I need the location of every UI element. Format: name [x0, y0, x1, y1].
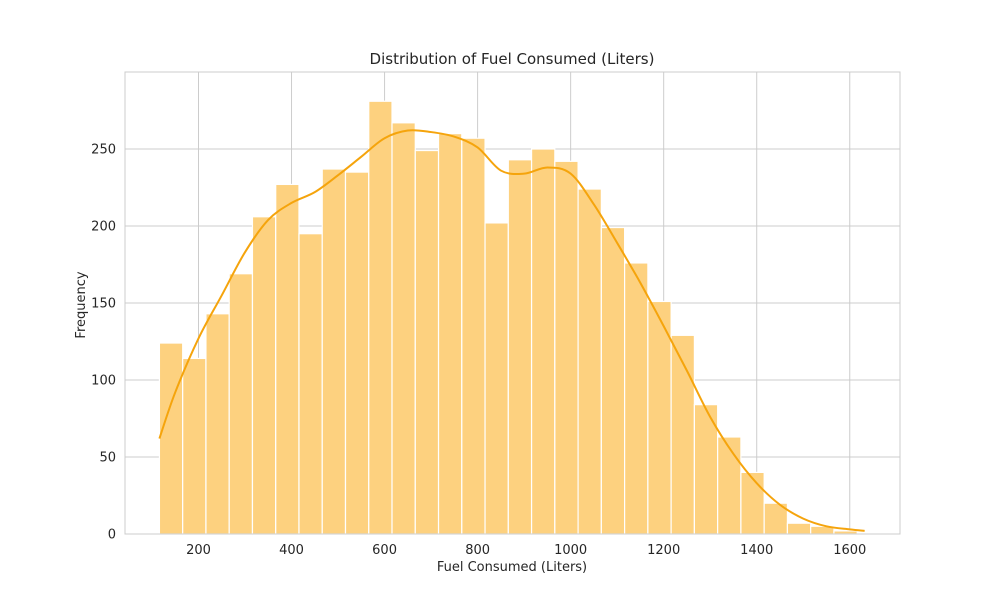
x-tick-label: 1200: [647, 543, 680, 558]
histogram-bar: [228, 273, 254, 535]
y-tick-label: 150: [91, 297, 116, 312]
histogram-bar: [717, 436, 742, 535]
chart-title: Distribution of Fuel Consumed (Liters): [370, 50, 655, 68]
histogram-bar: [507, 159, 533, 535]
histogram-bar: [251, 216, 277, 535]
histogram-bars: [158, 100, 858, 535]
kde-curve: [158, 129, 865, 532]
histogram-bar: [205, 313, 230, 535]
y-tick-label: 50: [99, 451, 116, 466]
x-tick-label: 1600: [833, 543, 866, 558]
y-tick-label: 0: [108, 528, 116, 543]
histogram-bar: [600, 226, 626, 535]
histogram-bar: [624, 262, 649, 535]
x-tick-label: 1000: [554, 543, 587, 558]
histogram-bar: [740, 471, 765, 535]
histogram-bar: [298, 233, 323, 535]
y-tick-label: 200: [91, 220, 116, 235]
histogram-bar: [461, 137, 486, 535]
histogram-bar: [368, 100, 393, 535]
y-tick-label: 100: [91, 374, 116, 389]
plot-frame: [124, 71, 901, 535]
histogram-bar: [530, 148, 556, 535]
histogram-bar: [344, 171, 370, 535]
histogram-bar: [414, 149, 440, 535]
x-axis-label: Fuel Consumed (Liters): [437, 560, 587, 575]
histogram-bar: [158, 342, 184, 535]
x-tick-label: 600: [372, 543, 397, 558]
histogram-bar: [647, 300, 672, 535]
x-tick-label: 1400: [740, 543, 773, 558]
histogram-bar: [275, 183, 300, 535]
histogram-bar: [577, 188, 602, 535]
histogram-bar: [437, 133, 463, 535]
histogram-bar: [182, 357, 207, 535]
histogram-bar: [321, 168, 347, 535]
histogram-bar: [484, 222, 509, 535]
histogram-bar: [554, 160, 579, 535]
y-tick-labels: 0 50 100 150 200 250: [91, 143, 116, 543]
y-tick-label: 250: [91, 143, 116, 158]
x-tick-label: 800: [465, 543, 490, 558]
histogram-bar: [670, 334, 695, 535]
x-tick-labels: 200 400 600 800 1000 1200 1400 1600: [186, 543, 866, 558]
x-tick-label: 200: [186, 543, 211, 558]
y-axis-label: Frequency: [74, 271, 89, 338]
histogram-bar: [786, 522, 812, 535]
x-tick-label: 400: [279, 543, 304, 558]
histogram-bar: [391, 122, 416, 535]
